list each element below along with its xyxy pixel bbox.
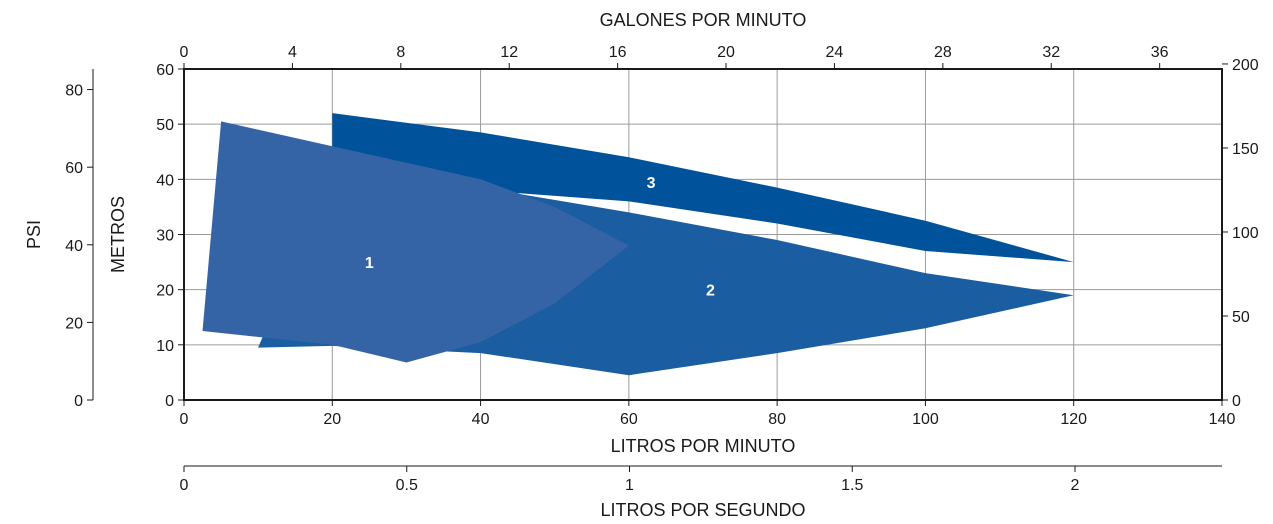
lps-tick-label: 1.5 [841, 477, 863, 494]
region-1-label: 1 [365, 255, 374, 272]
top-tick-label: 28 [934, 44, 952, 61]
y-tick-label: 20 [156, 283, 174, 300]
top-tick-label: 12 [500, 44, 518, 61]
x-tick-label: 40 [472, 411, 490, 428]
y-tick-label: 50 [156, 117, 174, 134]
psi-tick-label: 0 [74, 393, 83, 410]
top-tick-label: 16 [609, 44, 627, 61]
top-tick-label: 4 [288, 44, 297, 61]
x-tick-label: 20 [323, 411, 341, 428]
lps-tick-label: 2 [1071, 477, 1080, 494]
y-tick-label: 30 [156, 228, 174, 245]
x-tick-label: 100 [912, 411, 939, 428]
top-axis-title: GALONES POR MINUTO [600, 10, 807, 30]
psi-tick-label: 20 [65, 315, 83, 332]
y-tick-label: 40 [156, 172, 174, 189]
x-tick-label: 60 [620, 411, 638, 428]
top-tick-label: 24 [826, 44, 844, 61]
x-tick-label: 140 [1209, 411, 1236, 428]
psi-axis-title: PSI [24, 220, 44, 249]
y-axis-title: METROS [108, 196, 128, 273]
psi-tick-label: 40 [65, 238, 83, 255]
psi-tick-label: 60 [65, 160, 83, 177]
psi-tick-label: 80 [65, 83, 83, 100]
top-tick-label: 20 [717, 44, 735, 61]
region-2-label: 2 [706, 283, 715, 300]
x-tick-label: 80 [768, 411, 786, 428]
right-tick-label: 0 [1232, 393, 1241, 410]
top-tick-label: 0 [180, 44, 189, 61]
region-3-label: 3 [647, 175, 656, 192]
lps-tick-label: 0.5 [396, 477, 418, 494]
y-tick-label: 0 [165, 393, 174, 410]
x-axis-title: LITROS POR MINUTO [611, 436, 796, 456]
top-tick-label: 32 [1042, 44, 1060, 61]
right-tick-label: 150 [1232, 141, 1259, 158]
lps-tick-label: 0 [180, 477, 189, 494]
x-tick-label: 120 [1060, 411, 1087, 428]
lps-axis-title: LITROS POR SEGUNDO [600, 500, 805, 520]
right-tick-label: 50 [1232, 309, 1250, 326]
right-tick-label: 100 [1232, 225, 1259, 242]
y-tick-label: 60 [156, 62, 174, 79]
performance-regions: 3 2 1 [203, 113, 1074, 375]
lps-tick-label: 1 [625, 477, 634, 494]
x-tick-label: 0 [180, 411, 189, 428]
top-tick-label: 8 [396, 44, 405, 61]
right-tick-label: 200 [1232, 57, 1259, 74]
y-tick-label: 10 [156, 338, 174, 355]
top-tick-label: 36 [1151, 44, 1169, 61]
